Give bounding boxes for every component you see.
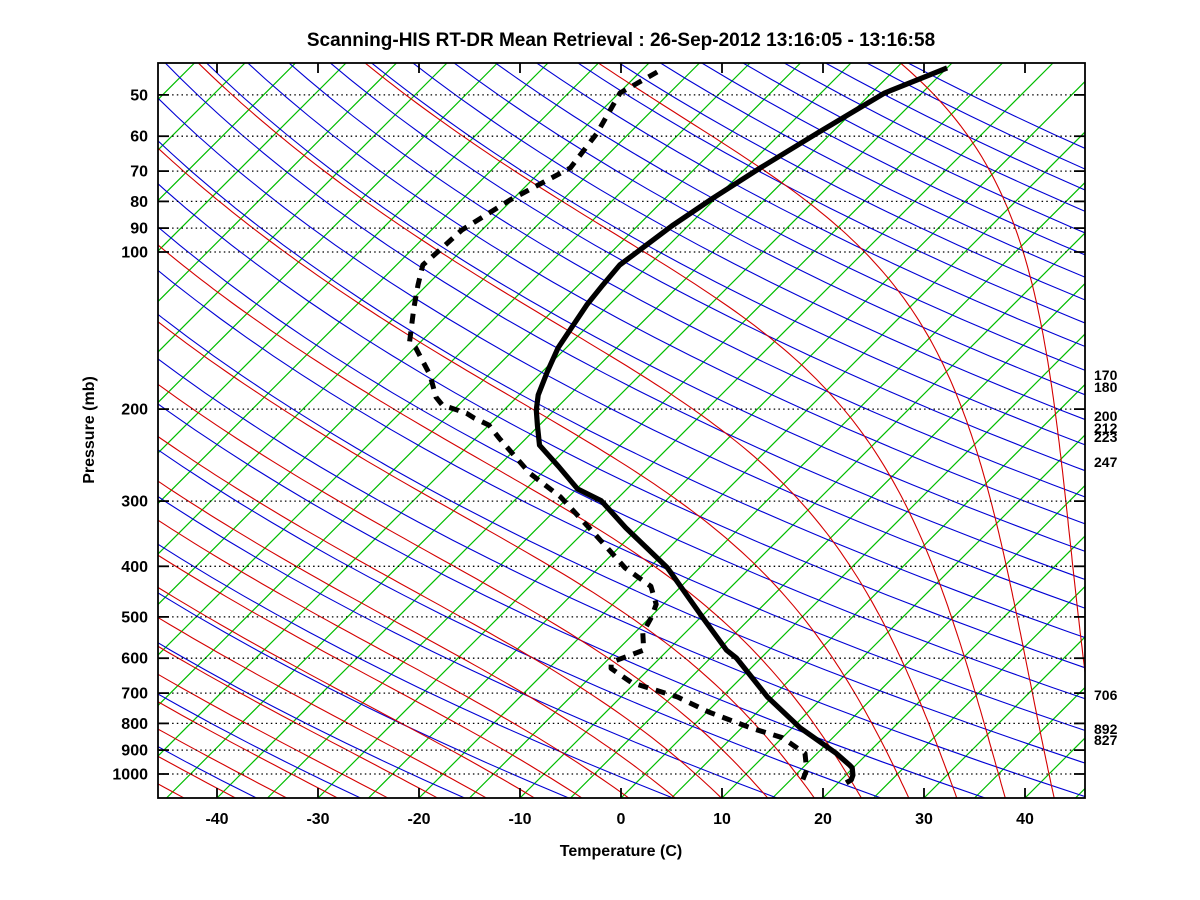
chart-title: Scanning-HIS RT-DR Mean Retrieval : 26-S…: [306, 30, 936, 51]
svg-text:-30: -30: [306, 811, 329, 828]
svg-text:400: 400: [121, 559, 148, 576]
svg-text:170: 170: [1094, 367, 1118, 383]
svg-text:700: 700: [121, 686, 148, 703]
temperature-tick-labels: -40 -30 -20 -10 0 10 20 30 40: [205, 811, 1034, 828]
pressure-tick-labels: 50 60 70 80 90 100 200 300 400 500 600 700 800 900 100…: [112, 87, 148, 783]
svg-text:247: 247: [1094, 454, 1118, 470]
svg-text:300: 300: [121, 494, 148, 511]
svg-text:40: 40: [1016, 811, 1034, 828]
svg-text:0: 0: [617, 811, 626, 828]
svg-text:212: 212: [1094, 420, 1118, 436]
svg-text:90: 90: [130, 221, 148, 238]
x-axis-title: Temperature (C): [559, 843, 683, 860]
svg-text:60: 60: [130, 129, 148, 146]
svg-text:1000: 1000: [112, 767, 148, 784]
svg-text:223: 223: [1094, 429, 1118, 445]
moist-adiabat-lines: [158, 63, 1085, 798]
svg-text:20: 20: [814, 811, 832, 828]
temperature-curve: [533, 65, 949, 786]
svg-text:600: 600: [121, 651, 148, 668]
plot-interior: [158, 63, 1085, 798]
svg-text:30: 30: [915, 811, 933, 828]
svg-text:100: 100: [121, 245, 148, 262]
axis-ticks: [158, 63, 1085, 798]
svg-text:200: 200: [1094, 408, 1118, 424]
svg-text:800: 800: [121, 716, 148, 733]
svg-text:500: 500: [121, 609, 148, 626]
svg-text:70: 70: [130, 164, 148, 181]
plot-border: [157, 62, 1086, 799]
svg-text:-40: -40: [205, 811, 228, 828]
svg-text:900: 900: [121, 743, 148, 760]
svg-text:-10: -10: [508, 811, 531, 828]
svg-text:50: 50: [130, 87, 148, 104]
svg-text:200: 200: [121, 402, 148, 419]
svg-text:-20: -20: [407, 811, 430, 828]
svg-text:10: 10: [713, 811, 731, 828]
svg-text:827: 827: [1094, 732, 1118, 748]
svg-text:80: 80: [130, 194, 148, 211]
svg-text:892: 892: [1094, 721, 1118, 737]
dewpoint-curve: [407, 69, 810, 785]
svg-text:706: 706: [1094, 687, 1118, 703]
svg-text:180: 180: [1094, 379, 1118, 395]
